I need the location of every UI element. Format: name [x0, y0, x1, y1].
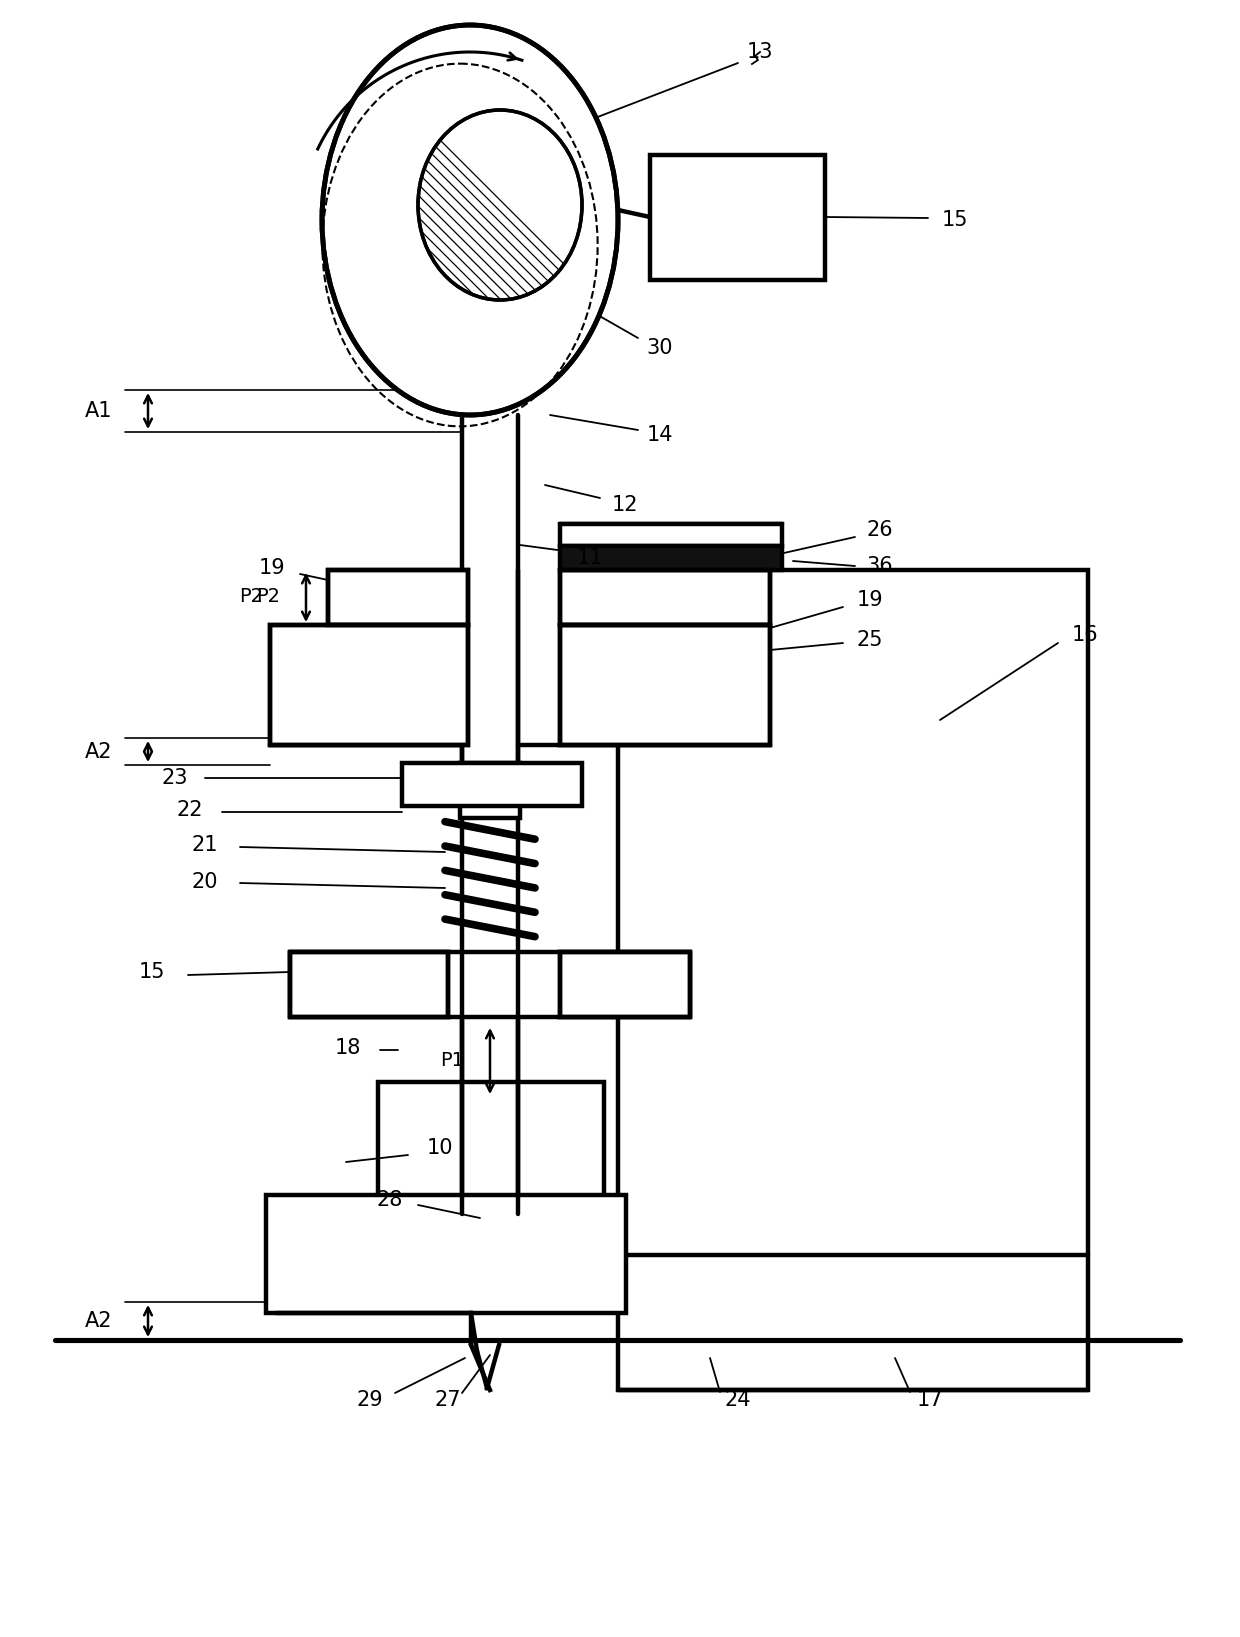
Text: P1: P1 — [440, 1051, 464, 1071]
Text: 17: 17 — [916, 1390, 944, 1409]
Text: 15: 15 — [139, 963, 165, 982]
Ellipse shape — [322, 25, 618, 416]
Text: 14: 14 — [647, 426, 673, 445]
Text: 20: 20 — [192, 873, 218, 892]
Text: A2: A2 — [84, 1311, 112, 1331]
Text: 19: 19 — [857, 589, 883, 611]
Polygon shape — [329, 570, 467, 625]
Text: 24: 24 — [724, 1390, 751, 1409]
Text: 13: 13 — [746, 43, 774, 62]
Text: 36: 36 — [867, 557, 893, 576]
Polygon shape — [560, 625, 770, 745]
Text: A2: A2 — [84, 742, 112, 761]
Polygon shape — [650, 156, 825, 280]
Text: P2: P2 — [255, 588, 280, 606]
Polygon shape — [560, 524, 782, 547]
Polygon shape — [560, 547, 782, 570]
Text: 28: 28 — [377, 1190, 403, 1210]
Polygon shape — [378, 1082, 604, 1215]
Text: 11: 11 — [577, 548, 603, 568]
Polygon shape — [460, 763, 520, 818]
Text: 23: 23 — [161, 768, 188, 787]
Text: 16: 16 — [1071, 625, 1099, 645]
Text: 18: 18 — [335, 1038, 361, 1058]
Polygon shape — [267, 1195, 626, 1313]
Text: 27: 27 — [435, 1390, 461, 1409]
Text: 22: 22 — [177, 800, 203, 820]
Polygon shape — [618, 570, 1087, 1390]
Text: 26: 26 — [867, 521, 893, 540]
Text: 30: 30 — [647, 337, 673, 359]
Text: 21: 21 — [192, 835, 218, 855]
Text: 12: 12 — [611, 494, 639, 516]
Text: 19: 19 — [259, 558, 285, 578]
Text: 29: 29 — [357, 1390, 383, 1409]
Polygon shape — [270, 625, 467, 745]
Polygon shape — [402, 763, 582, 805]
Text: P2: P2 — [239, 588, 263, 606]
Ellipse shape — [418, 110, 582, 300]
Text: 25: 25 — [857, 630, 883, 650]
Text: 10: 10 — [427, 1138, 454, 1157]
Text: A1: A1 — [84, 401, 112, 421]
Text: 15: 15 — [941, 210, 968, 231]
Polygon shape — [560, 570, 770, 625]
Polygon shape — [290, 953, 448, 1017]
Polygon shape — [560, 953, 689, 1017]
